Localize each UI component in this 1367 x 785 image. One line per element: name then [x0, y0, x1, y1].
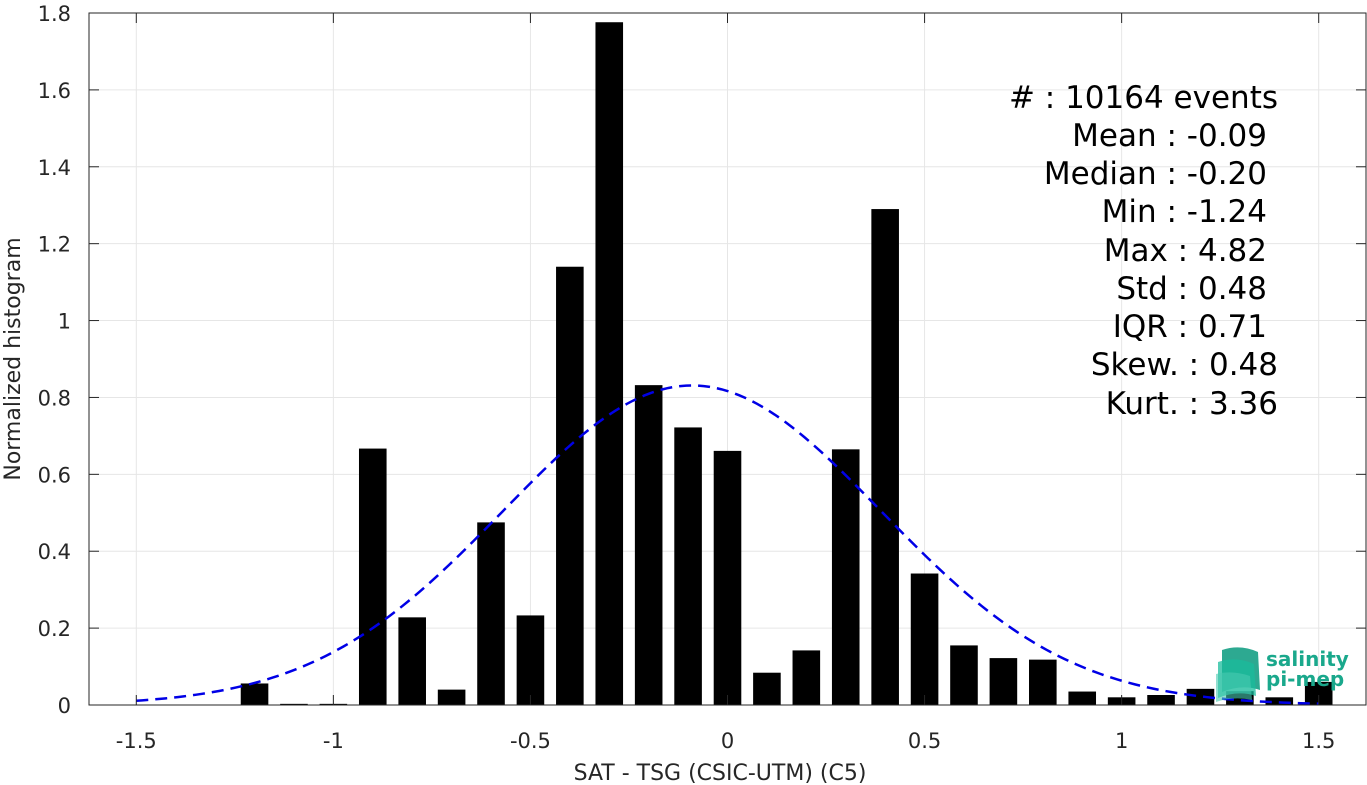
histogram-bar — [792, 650, 821, 705]
y-tick-label: 0.4 — [38, 540, 71, 564]
histogram-bar — [989, 658, 1018, 705]
histogram-bar — [910, 573, 939, 705]
logo-text-pi-mep: pi-mep — [1266, 667, 1344, 691]
histogram-bar — [871, 209, 899, 706]
stat-std: Std : 0.48 — [1116, 271, 1267, 307]
histogram-bar — [398, 617, 426, 705]
normal-fit-curve — [136, 384, 1319, 705]
stat-median: Median : -0.20 — [1044, 156, 1267, 192]
histogram-bar — [1147, 695, 1175, 705]
x-tick-label: -0.5 — [510, 729, 551, 753]
stat-min: Min : -1.24 — [1102, 194, 1267, 230]
x-tick-label: 0 — [721, 729, 734, 753]
y-axis-label: Normalized histogram — [1, 237, 26, 480]
histogram-bar — [1304, 681, 1333, 705]
histogram-bar — [477, 522, 505, 705]
y-tick-label: 0.2 — [38, 617, 71, 641]
y-tick-label: 1.6 — [38, 79, 71, 103]
histogram-bar — [437, 689, 466, 705]
logo-wave-icon — [1216, 647, 1260, 702]
salinity-pi-mep-logo: salinity pi-mep — [1216, 647, 1349, 702]
histogram-bar — [831, 449, 860, 705]
y-tick-label: 0.6 — [38, 463, 71, 487]
x-tick-label: -1 — [323, 729, 344, 753]
histogram-bar — [674, 427, 702, 705]
axes — [88, 12, 1367, 706]
histogram-bar — [358, 448, 387, 705]
histogram-bar — [280, 703, 308, 705]
y-tick-label: 0 — [58, 694, 71, 718]
logo-text-salinity: salinity — [1266, 647, 1349, 671]
histogram-bar — [516, 615, 545, 705]
stat-iqr: IQR : 0.71 — [1113, 309, 1267, 345]
stat-mean: Mean : -0.09 — [1072, 118, 1267, 154]
y-tick-label: 0.8 — [38, 386, 71, 410]
statistics-annotation: # : 10164 events Mean : -0.09 Median : -… — [1009, 80, 1278, 422]
x-tick-label: 0.5 — [908, 729, 941, 753]
histogram-bar — [753, 672, 781, 705]
stat-kurt: Kurt. : 3.36 — [1106, 386, 1278, 422]
y-tick-label: 1.2 — [38, 233, 71, 257]
histogram-bar — [240, 683, 269, 705]
y-tick-labels: 0 0.2 0.4 0.6 0.8 1 1.2 1.4 1.6 1.8 — [38, 2, 71, 718]
stat-skew: Skew. : 0.48 — [1091, 347, 1278, 383]
stat-max: Max : 4.82 — [1104, 233, 1267, 269]
y-tick-label: 1.8 — [38, 2, 71, 26]
x-tick-label: -1.5 — [116, 729, 157, 753]
histogram-bar — [1068, 691, 1097, 705]
histogram-bar — [634, 385, 663, 705]
histogram-bar — [556, 266, 584, 705]
histogram-bar — [1265, 697, 1294, 705]
histogram-bar — [595, 22, 624, 705]
x-tick-label: 1 — [1115, 729, 1128, 753]
histogram-bars — [240, 22, 1333, 706]
histogram-bar — [950, 645, 978, 705]
histogram-bar — [713, 450, 742, 705]
histogram-bar — [1186, 688, 1215, 705]
x-tick-labels: -1.5 -1 -0.5 0 0.5 1 1.5 — [116, 729, 1336, 753]
y-tick-label: 1.4 — [38, 156, 71, 180]
x-axis-label: SAT - TSG (CSIC-UTM) (C5) — [574, 761, 867, 785]
y-tick-label: 1 — [58, 310, 71, 334]
x-tick-label: 1.5 — [1302, 729, 1335, 753]
histogram-bar — [1029, 659, 1057, 705]
stat-count: # : 10164 events — [1009, 80, 1278, 116]
